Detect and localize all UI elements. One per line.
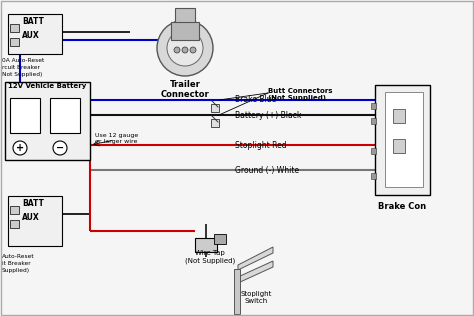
Text: it Breaker: it Breaker — [2, 261, 31, 266]
Bar — [375, 85, 430, 195]
Text: AUX: AUX — [22, 32, 40, 40]
Bar — [393, 109, 405, 123]
Text: Butt Connectors
(Not Supplied): Butt Connectors (Not Supplied) — [268, 88, 332, 101]
Circle shape — [53, 141, 67, 155]
Text: Trailer
Connector: Trailer Connector — [161, 80, 210, 100]
Bar — [10, 98, 40, 133]
Text: Stoplight
Switch: Stoplight Switch — [240, 291, 272, 304]
Bar — [195, 238, 217, 252]
Text: rcuit Breaker: rcuit Breaker — [2, 65, 40, 70]
Text: Wire Tap
(Not Supplied): Wire Tap (Not Supplied) — [185, 250, 235, 264]
Text: 0A Auto-Reset: 0A Auto-Reset — [2, 58, 44, 63]
Circle shape — [174, 47, 180, 53]
Text: Not Supplied): Not Supplied) — [2, 72, 42, 77]
Text: Brake Blue: Brake Blue — [235, 95, 276, 105]
Bar — [385, 92, 423, 187]
Bar — [234, 269, 240, 314]
Bar — [10, 220, 19, 228]
Bar — [371, 103, 376, 109]
Polygon shape — [238, 247, 273, 270]
Polygon shape — [238, 261, 273, 283]
Text: Auto-Reset: Auto-Reset — [2, 254, 35, 259]
Bar — [371, 118, 376, 124]
Text: BATT: BATT — [22, 198, 44, 208]
Text: Ground (-) White: Ground (-) White — [235, 166, 299, 174]
Text: Brake Con: Brake Con — [378, 202, 426, 211]
Bar — [371, 148, 376, 154]
Circle shape — [190, 47, 196, 53]
Circle shape — [13, 141, 27, 155]
Bar — [175, 8, 195, 24]
Bar — [8, 196, 62, 246]
Bar — [211, 104, 219, 112]
Text: Battery (+) Black: Battery (+) Black — [235, 111, 301, 119]
Bar — [214, 234, 226, 244]
Bar — [10, 206, 19, 214]
Bar — [50, 98, 80, 133]
Bar — [10, 24, 19, 32]
Bar — [371, 173, 376, 179]
Circle shape — [157, 20, 213, 76]
Text: BATT: BATT — [22, 16, 44, 26]
Circle shape — [167, 30, 203, 66]
Bar — [171, 22, 199, 40]
Bar — [211, 119, 219, 127]
Text: 12V Vehicle Battery: 12V Vehicle Battery — [8, 83, 86, 89]
Bar — [8, 14, 62, 54]
Text: AUX: AUX — [22, 214, 40, 222]
Bar — [393, 139, 405, 153]
Text: −: − — [56, 143, 64, 153]
Bar — [5, 82, 90, 160]
Text: Supplied): Supplied) — [2, 268, 30, 273]
Circle shape — [182, 47, 188, 53]
Text: Use 12 gauge
or larger wire: Use 12 gauge or larger wire — [95, 133, 138, 144]
Bar — [10, 38, 19, 46]
Text: +: + — [16, 143, 24, 153]
Text: Stoplight Red: Stoplight Red — [235, 141, 287, 149]
